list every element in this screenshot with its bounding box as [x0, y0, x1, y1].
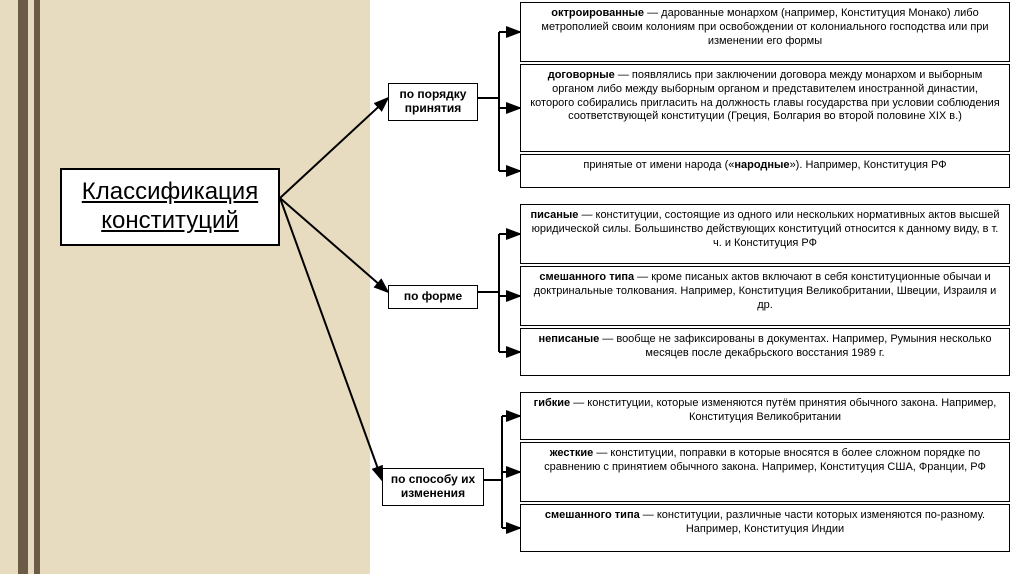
description-box: смешанного типа — кроме писаных актов вк…	[520, 266, 1010, 326]
description-box: октроированные — дарованные монархом (на…	[520, 2, 1010, 62]
category-box: по порядкупринятия	[388, 83, 478, 121]
description-box: смешанного типа — конституции, различные…	[520, 504, 1010, 552]
decorative-bar-1	[18, 0, 28, 574]
description-box: договорные — появлялись при заключении д…	[520, 64, 1010, 152]
main-title-line2: конституций	[72, 207, 268, 236]
description-box: неписаные — вообще не зафиксированы в до…	[520, 328, 1010, 376]
decorative-bar-2	[34, 0, 40, 574]
category-box: по способу ихизменения	[382, 468, 484, 506]
description-box: принятые от имени народа («народные»). Н…	[520, 154, 1010, 188]
category-box: по форме	[388, 285, 478, 309]
description-box: жесткие — конституции, поправки в которы…	[520, 442, 1010, 502]
main-title-box: Классификация конституций	[60, 168, 280, 246]
description-box: гибкие — конституции, которые изменяются…	[520, 392, 1010, 440]
description-box: писаные — конституции, состоящие из одно…	[520, 204, 1010, 264]
main-title-line1: Классификация	[72, 178, 268, 207]
background-left	[0, 0, 370, 574]
